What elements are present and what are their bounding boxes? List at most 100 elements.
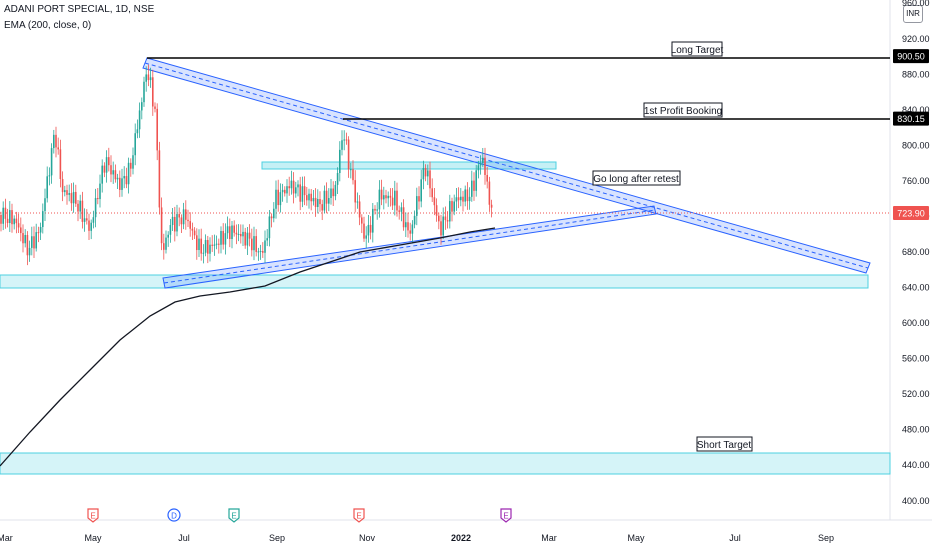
event-marker-e[interactable]: E [353,508,365,523]
annotation-short-target[interactable]: Short Target [696,436,753,452]
candle-body [132,155,134,169]
event-marker-d[interactable]: D [167,508,181,522]
event-marker-e[interactable]: E [228,508,240,523]
candle-body [484,157,486,175]
candle-body [391,197,394,206]
candle-body [130,162,132,169]
candle-body [50,148,53,176]
candle-body [488,181,491,205]
candle-body [176,214,178,232]
candle-body [376,209,378,211]
candle-body [455,197,458,202]
x-tick-label: Nov [359,533,376,543]
candle-body [244,231,246,246]
candle-body [193,230,196,236]
candle-body [211,244,213,246]
x-tick-label: May [627,533,645,543]
candle-body [171,216,174,226]
price-label-900-50[interactable]: 900.50 [893,49,929,64]
candle-body [334,184,337,197]
candle-body [405,222,407,228]
candle-body [101,165,103,184]
candle-body [290,180,293,189]
y-tick-label: 520.00 [902,389,930,399]
candle-body [79,200,81,212]
price-label-723-90[interactable]: 723.90 [893,206,929,220]
candle-body [266,238,268,241]
candle-body [356,201,359,203]
ema-200-line[interactable] [0,227,496,467]
candle-body [275,189,277,209]
candle-body [273,208,275,219]
candle-body [369,224,372,233]
candle-body [42,211,44,228]
candle-body [174,216,176,232]
candle-body [35,232,37,249]
y-tick-label: 760.00 [902,176,930,186]
candle-body [152,77,154,107]
candle-body [26,234,29,256]
candle-body [363,223,365,239]
candle-body [46,176,48,199]
candle-body [92,217,95,223]
event-marker-e[interactable]: E [500,508,512,523]
candle-body [457,197,460,201]
svg-text:1st Profit Booking: 1st Profit Booking [644,106,722,117]
candle-body [418,196,420,202]
candle-body [112,170,114,175]
candle-body [286,186,288,194]
svg-text:Go long after retest: Go long after retest [593,174,679,185]
candle-body [479,163,482,166]
candle-body [94,198,97,218]
candle-body [288,186,290,189]
candle-body [77,203,79,212]
candle-body [33,236,35,249]
candle-body [220,231,222,245]
annotation-long-target[interactable]: Long Target [671,41,724,57]
y-tick-label: 880.00 [902,69,930,79]
annotation-profit-booking[interactable]: 1st Profit Booking [643,102,723,118]
candle-body [365,235,367,239]
y-tick-label: 640.00 [902,283,930,293]
candle-body [97,198,99,200]
candle-body [323,190,326,211]
candle-body [350,169,352,171]
candle-body [240,233,242,237]
candle-body [233,225,235,233]
candle-body [215,243,218,245]
support-zone[interactable] [0,274,869,289]
candle-body [242,231,244,237]
candle-body [246,232,249,246]
event-marker-e[interactable]: E [87,508,99,523]
price-label-830-15[interactable]: 830.15 [893,111,929,126]
y-tick-label: 960.00 [902,0,930,8]
candle-body [429,170,431,189]
candle-body [191,228,194,231]
candle-body [48,175,51,177]
x-tick-label: Sep [269,533,285,543]
candle-body [427,170,429,177]
candle-body [299,184,301,202]
candle-body [453,201,455,212]
candle-body [147,74,150,81]
candle-body [420,179,422,202]
x-tick-label: Jul [178,533,190,543]
candle-body [248,232,251,239]
candle-body [394,190,396,206]
annotation-go-long[interactable]: Go long after retest [592,170,681,186]
candle-body [20,227,22,234]
y-tick-label: 920.00 [902,34,930,44]
resistance-zone[interactable] [261,161,557,170]
descending-trendline-band[interactable] [142,57,871,274]
candle-body [341,140,343,150]
candle-body [6,218,9,224]
candle-body [321,204,323,211]
currency-badge[interactable]: INR [903,5,923,23]
candle-body [336,173,339,185]
candle-body [438,215,440,222]
svg-text:D: D [171,512,177,521]
indicator-legend[interactable]: EMA (200, close, 0) [4,20,92,31]
short-target-zone[interactable] [0,452,891,475]
candle-body [160,207,163,244]
